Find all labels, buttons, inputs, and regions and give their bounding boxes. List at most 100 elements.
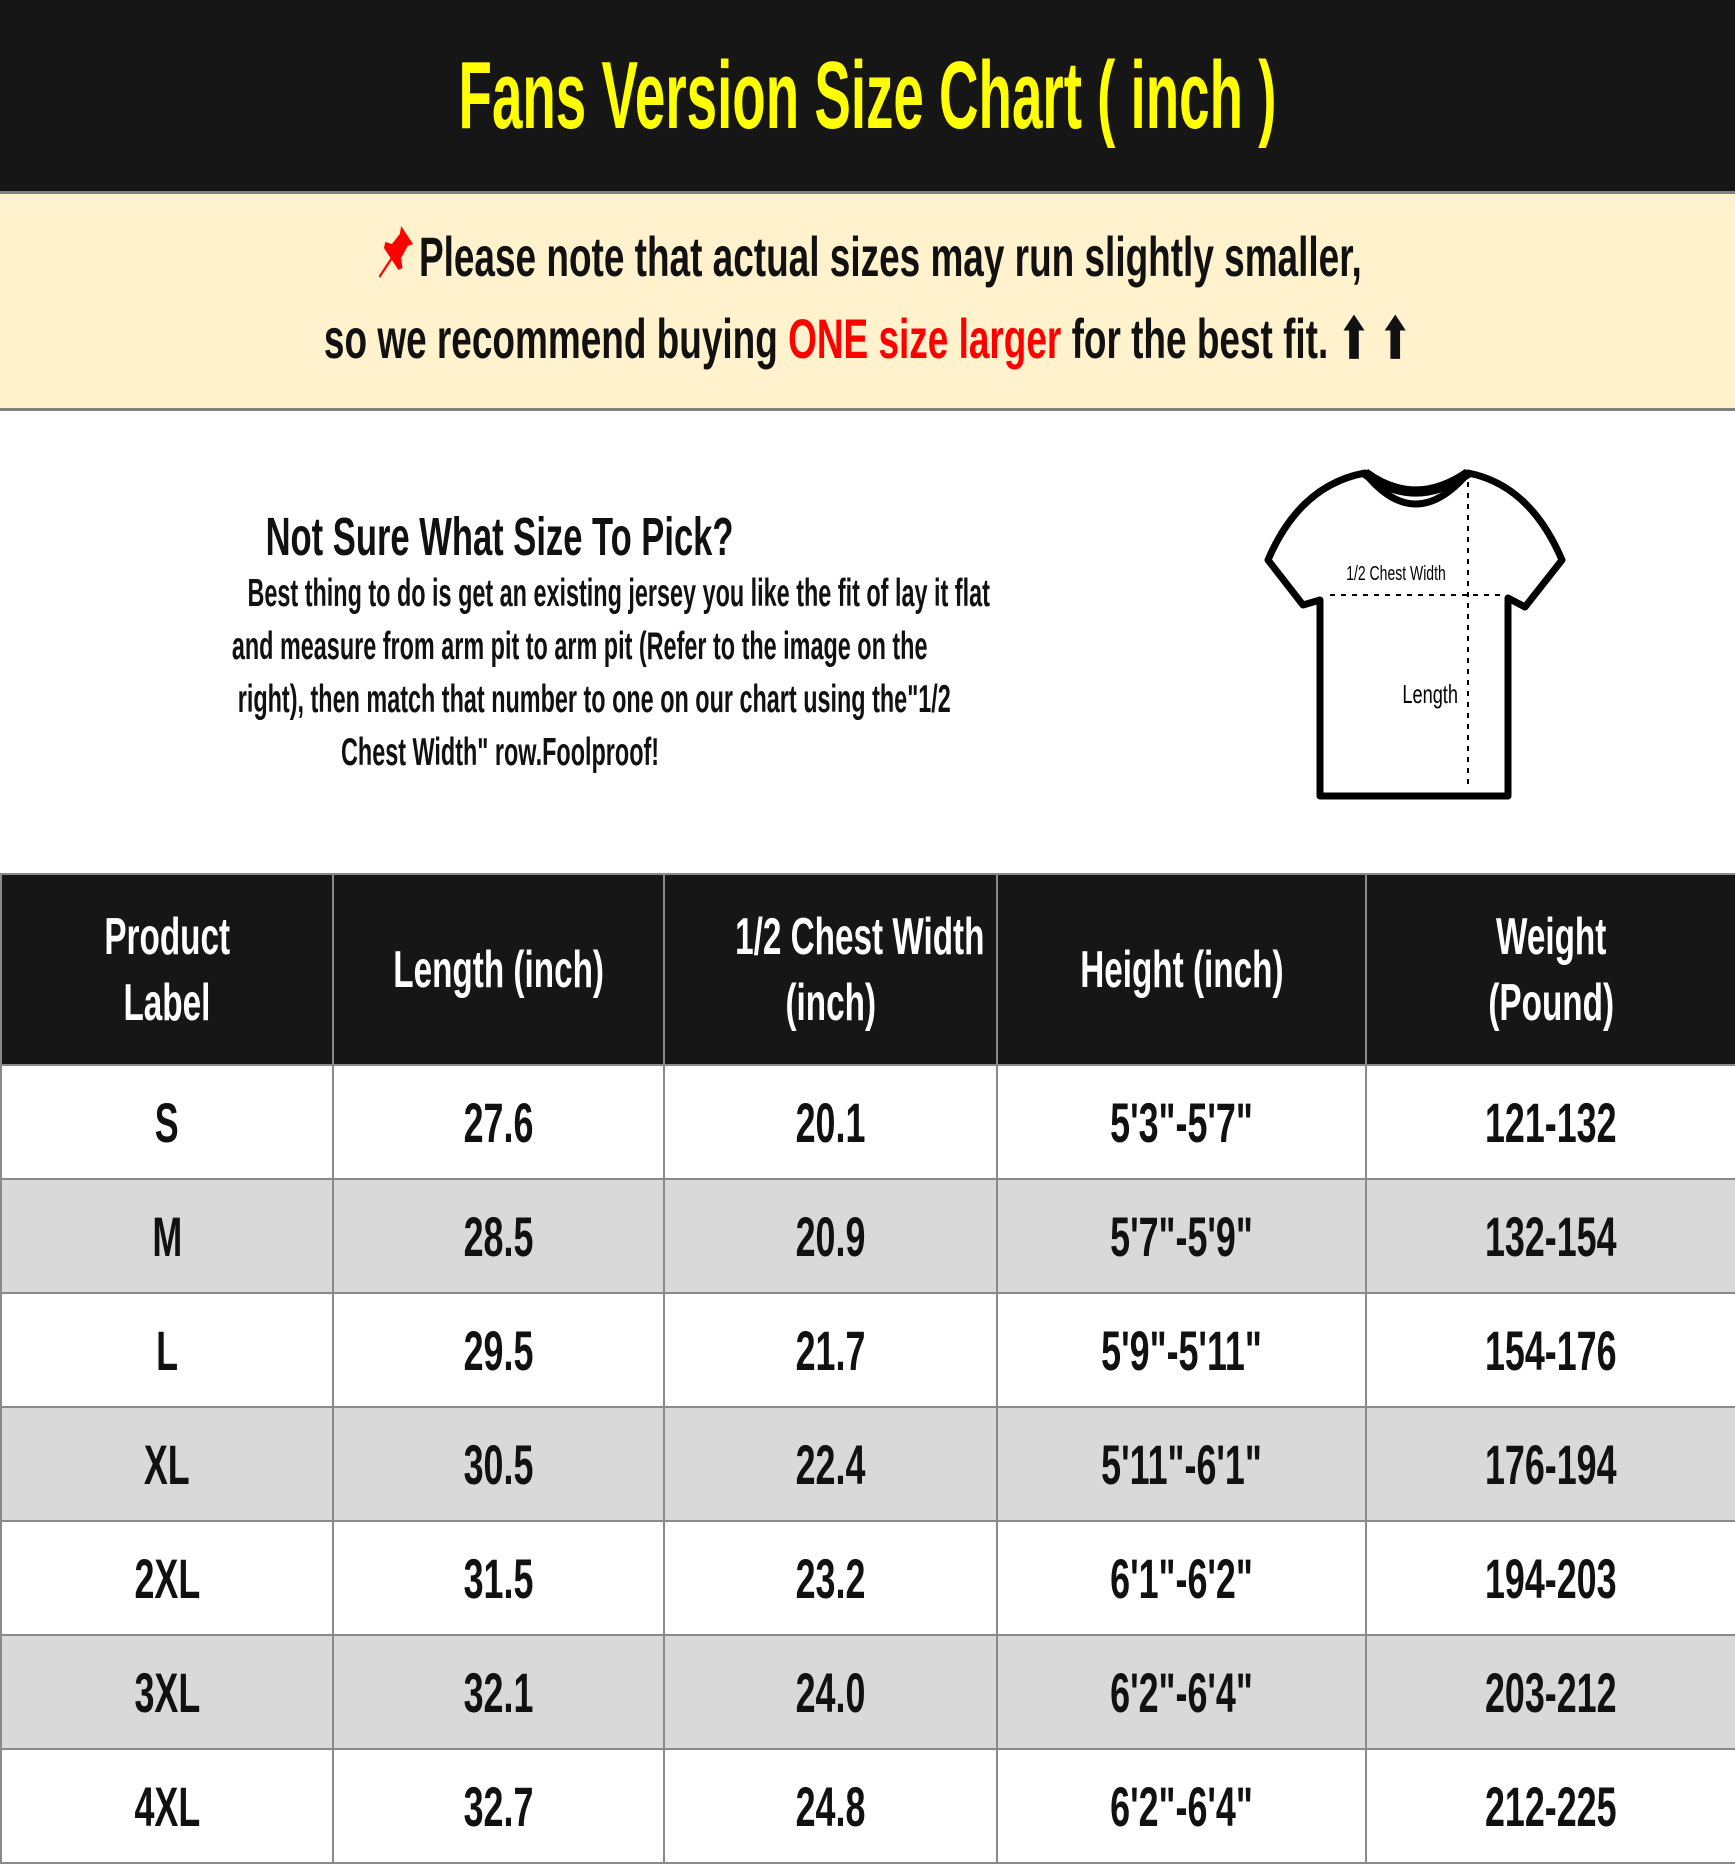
- cell-value: 176-194: [1485, 1432, 1617, 1496]
- cell-value: 4XL: [134, 1774, 200, 1838]
- cell-value: 29.5: [463, 1318, 534, 1382]
- cell-value: 24.0: [795, 1660, 866, 1724]
- cell-value: S: [155, 1090, 179, 1154]
- table-cell: 27.6: [332, 1064, 665, 1180]
- table-cell: 23.2: [663, 1520, 998, 1636]
- cell-value: 30.5: [463, 1432, 534, 1496]
- table-cell: 28.5: [332, 1178, 665, 1294]
- table-cell: 6'1"-6'2": [996, 1520, 1367, 1636]
- table-cell: 21.7: [663, 1292, 998, 1408]
- table-cell: 5'3"-5'7": [996, 1064, 1367, 1180]
- header-text: (Pound): [1488, 973, 1614, 1032]
- note-highlight: ONE size larger: [788, 307, 1062, 370]
- cell-value: 5'7"-5'9": [1110, 1204, 1253, 1268]
- cell-value: M: [152, 1204, 182, 1268]
- table-cell: 20.1: [663, 1064, 998, 1180]
- title-banner: Fans Version Size Chart ( inch ): [0, 0, 1735, 194]
- table-cell: 24.0: [663, 1634, 998, 1750]
- header-text: (inch): [785, 973, 876, 1032]
- cell-value: 2XL: [134, 1546, 200, 1610]
- table-cell: 132-154: [1365, 1178, 1735, 1294]
- cell-value: 5'11"-6'1": [1101, 1432, 1262, 1496]
- pushpin-icon: [378, 226, 414, 278]
- note-text-2b: for the best fit.: [1071, 307, 1329, 370]
- note-line-1: Please note that actual sizes may run sl…: [0, 222, 1735, 289]
- cell-value: 6'2"-6'4": [1110, 1660, 1253, 1724]
- table-cell: S: [0, 1064, 334, 1180]
- header-weight: Weight (Pound): [1365, 873, 1735, 1066]
- table-header-row: Product Label Length (inch) 1/2 Chest Width…: [0, 873, 1735, 1066]
- table-cell: 3XL: [0, 1634, 334, 1750]
- guide-heading: Not Sure What Size To Pick?: [266, 507, 734, 567]
- sizing-note: Please note that actual sizes may run sl…: [0, 194, 1735, 411]
- cell-value: 32.7: [463, 1774, 534, 1838]
- cell-value: 194-203: [1485, 1546, 1617, 1610]
- table-row: 4XL 32.7 24.8 6'2"-6'4" 212-225: [0, 1748, 1735, 1864]
- page-title: Fans Version Size Chart ( inch ): [458, 41, 1277, 149]
- note-text-1: Please note that actual sizes may run sl…: [419, 225, 1363, 288]
- header-chest-width: 1/2 Chest Width (inch): [663, 873, 998, 1066]
- table-cell: 154-176: [1365, 1292, 1735, 1408]
- cell-value: 154-176: [1485, 1318, 1617, 1382]
- table-cell: 5'11"-6'1": [996, 1406, 1367, 1522]
- table-cell: L: [0, 1292, 334, 1408]
- header-text: Height (inch): [1079, 940, 1284, 999]
- table-cell: XL: [0, 1406, 334, 1522]
- header-text: Length (inch): [393, 940, 604, 999]
- header-height: Height (inch): [996, 873, 1367, 1066]
- table-cell: 176-194: [1365, 1406, 1735, 1522]
- chest-width-label: 1/2 Chest Width: [1346, 561, 1446, 584]
- table-cell: 194-203: [1365, 1520, 1735, 1636]
- cell-value: 31.5: [463, 1546, 534, 1610]
- header-text: Product: [104, 907, 230, 966]
- size-table: Product Label Length (inch) 1/2 Chest Width…: [0, 873, 1735, 1864]
- cell-value: 23.2: [795, 1546, 866, 1610]
- arrow-up-icons: ⬆ ⬆: [1338, 307, 1411, 370]
- table-cell: 5'9"-5'11": [996, 1292, 1367, 1408]
- cell-value: 20.9: [795, 1204, 866, 1268]
- table-row: 2XL 31.5 23.2 6'1"-6'2" 194-203: [0, 1520, 1735, 1636]
- header-text: Label: [123, 973, 211, 1032]
- tshirt-diagram-icon: 1/2 Chest Width Length: [1264, 468, 1566, 800]
- cell-value: 132-154: [1485, 1204, 1617, 1268]
- cell-value: 6'2"-6'4": [1110, 1774, 1253, 1838]
- table-cell: 2XL: [0, 1520, 334, 1636]
- cell-value: 20.1: [795, 1090, 866, 1154]
- guide-line: Best thing to do is get an existing jers…: [247, 572, 990, 615]
- guide-line: Chest Width" row.Foolproof!: [340, 731, 660, 774]
- cell-value: 121-132: [1485, 1090, 1617, 1154]
- table-cell: 20.9: [663, 1178, 998, 1294]
- table-cell: M: [0, 1178, 334, 1294]
- cell-value: 24.8: [795, 1774, 866, 1838]
- table-cell: 32.1: [332, 1634, 665, 1750]
- table-cell: 203-212: [1365, 1634, 1735, 1750]
- cell-value: 28.5: [463, 1204, 534, 1268]
- cell-value: XL: [144, 1432, 190, 1496]
- table-row: M 28.5 20.9 5'7"-5'9" 132-154: [0, 1178, 1735, 1294]
- table-cell: 29.5: [332, 1292, 665, 1408]
- table-row: 3XL 32.1 24.0 6'2"-6'4" 203-212: [0, 1634, 1735, 1750]
- guide-line: right), then match that number to one on…: [237, 678, 951, 721]
- table-cell: 30.5: [332, 1406, 665, 1522]
- table-row: S 27.6 20.1 5'3"-5'7" 121-132: [0, 1064, 1735, 1180]
- cell-value: 22.4: [795, 1432, 866, 1496]
- table-cell: 121-132: [1365, 1064, 1735, 1180]
- table-cell: 31.5: [332, 1520, 665, 1636]
- table-cell: 212-225: [1365, 1748, 1735, 1864]
- header-text: 1/2 Chest Width: [735, 907, 985, 966]
- header-length: Length (inch): [332, 873, 665, 1066]
- table-row: XL 30.5 22.4 5'11"-6'1" 176-194: [0, 1406, 1735, 1522]
- header-text: Weight: [1495, 907, 1607, 966]
- table-cell: 32.7: [332, 1748, 665, 1864]
- cell-value: 21.7: [795, 1318, 866, 1382]
- cell-value: 27.6: [463, 1090, 534, 1154]
- cell-value: 3XL: [134, 1660, 200, 1724]
- header-product-label: Product Label: [0, 873, 334, 1066]
- table-cell: 5'7"-5'9": [996, 1178, 1367, 1294]
- note-line-2: so we recommend buying ONE size larger f…: [0, 306, 1735, 372]
- note-text-2a: so we recommend buying: [324, 307, 778, 370]
- length-label: Length: [1402, 680, 1458, 709]
- cell-value: 5'9"-5'11": [1101, 1318, 1262, 1382]
- table-cell: 4XL: [0, 1748, 334, 1864]
- cell-value: 32.1: [463, 1660, 534, 1724]
